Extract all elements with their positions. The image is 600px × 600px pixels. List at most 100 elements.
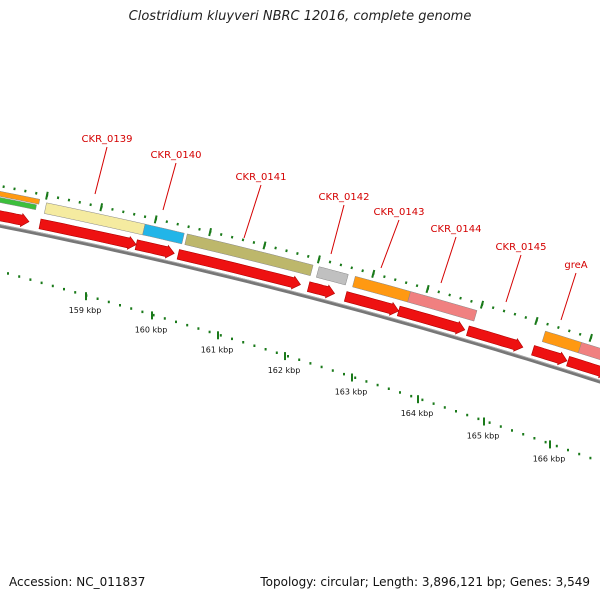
gene-feature-CKR_0141 (184, 233, 314, 277)
scale-label: 160 kbp (135, 325, 168, 334)
scale-label: 164 kbp (401, 409, 434, 418)
track-dot (491, 306, 495, 310)
gene-feature-CKR_0144 (407, 291, 478, 322)
track-dot (24, 189, 27, 193)
cds-arrow (176, 249, 301, 290)
track-major-tick (99, 203, 104, 212)
track-major-tick (45, 191, 49, 200)
track-dot (56, 196, 60, 200)
leader-line (440, 236, 457, 284)
track-dot (2, 185, 5, 189)
track-dot (546, 322, 549, 326)
gene-feature-CKR_0142 (315, 266, 349, 286)
track-dot (89, 203, 92, 207)
track-dot (219, 233, 223, 236)
track-major-tick (208, 227, 212, 237)
edge-feature-right-salmon (577, 342, 600, 360)
scale-label: 163 kbp (335, 388, 368, 397)
track-major-tick (262, 241, 267, 250)
track-dot (111, 207, 114, 211)
leader-line (162, 162, 177, 211)
track-dot (437, 290, 441, 294)
track-major-tick (425, 284, 430, 294)
track-dot (415, 284, 419, 288)
scale-labels: 159 kbp 160 kbp 161 kbp 162 kbp 163 kbp 164 k… (69, 306, 566, 463)
gene-label: CKR_0140 (151, 150, 202, 161)
leader-line (243, 184, 262, 239)
track-dot (176, 222, 179, 226)
genome-summary: Topology: circular; Length: 3,896,121 bp… (260, 575, 590, 589)
gene-label: CKR_0139 (82, 134, 133, 145)
gene-label: CKR_0141 (236, 172, 287, 183)
track-major-tick (588, 333, 593, 343)
scale-label: 159 kbp (69, 306, 102, 315)
track-dot (241, 238, 245, 242)
track-ticks (2, 185, 593, 343)
track-dot (296, 252, 299, 255)
track-dot (328, 260, 332, 264)
genome-backbone (0, 224, 600, 384)
track-dot (383, 275, 386, 279)
track-dot (122, 210, 125, 214)
track-dot (78, 200, 81, 204)
track-major-tick (534, 316, 539, 326)
cds-arrow (0, 210, 30, 228)
track-dot (470, 299, 473, 303)
leader-line (505, 254, 522, 303)
edge-feature-left-orange (0, 191, 41, 205)
leader-line (330, 204, 345, 255)
accession-text: Accession: NC_011837 (9, 575, 146, 589)
track-dot (404, 281, 408, 285)
track-dot (198, 227, 201, 231)
track-dot (350, 266, 354, 270)
track-dot (132, 212, 136, 216)
gene-labels: CKR_0139 CKR_0140 CKR_0141 CKR_0142 CKR_0143… (82, 134, 588, 271)
track-major-tick (479, 300, 485, 309)
track-dot (165, 220, 169, 224)
gene-label: CKR_0144 (431, 224, 482, 235)
leader-line (94, 146, 108, 195)
track-dot (557, 325, 560, 330)
cds-arrow (566, 356, 600, 379)
track-dot (143, 215, 147, 219)
genome-backbone-highlight (0, 224, 600, 381)
label-leaders (94, 146, 577, 321)
track-dot (393, 278, 397, 282)
scale-label: 165 kbp (467, 432, 500, 441)
gene-label: CKR_0142 (319, 192, 370, 203)
track-dot (252, 241, 256, 244)
scale-label: 161 kbp (201, 345, 234, 354)
cds-arrow (343, 291, 400, 316)
track-dot (187, 225, 190, 229)
feature-track (0, 191, 600, 360)
track-dot (274, 246, 277, 250)
cds-arrow (134, 239, 175, 259)
track-major-tick (316, 255, 321, 264)
genome-title: Clostridium kluyveri NBRC 12016, complet… (128, 9, 472, 24)
track-dot (67, 198, 71, 202)
track-dot (567, 329, 571, 333)
track-dot (459, 296, 462, 300)
gene-feature-CKR_0140 (142, 223, 185, 245)
edge-feature-left-green (0, 197, 37, 210)
cds-track (0, 210, 600, 379)
track-dot (35, 191, 38, 195)
track-dot (524, 315, 528, 320)
leader-line (560, 272, 577, 321)
gene-label: greA (564, 260, 587, 271)
track-major-tick (153, 215, 158, 224)
scale-label: 162 kbp (268, 366, 301, 375)
scale-label: 166 kbp (533, 454, 566, 463)
cds-arrow (531, 345, 568, 366)
gene-label: CKR_0145 (496, 242, 547, 253)
track-dot (285, 249, 288, 253)
scale-ticks (7, 272, 592, 460)
cds-arrow (38, 218, 137, 250)
track-dot (361, 269, 364, 273)
cds-arrow (466, 325, 524, 352)
cds-arrow (306, 281, 336, 299)
track-dot (578, 332, 582, 336)
cds-arrow (396, 305, 466, 335)
genome-backbone-line (0, 224, 600, 384)
